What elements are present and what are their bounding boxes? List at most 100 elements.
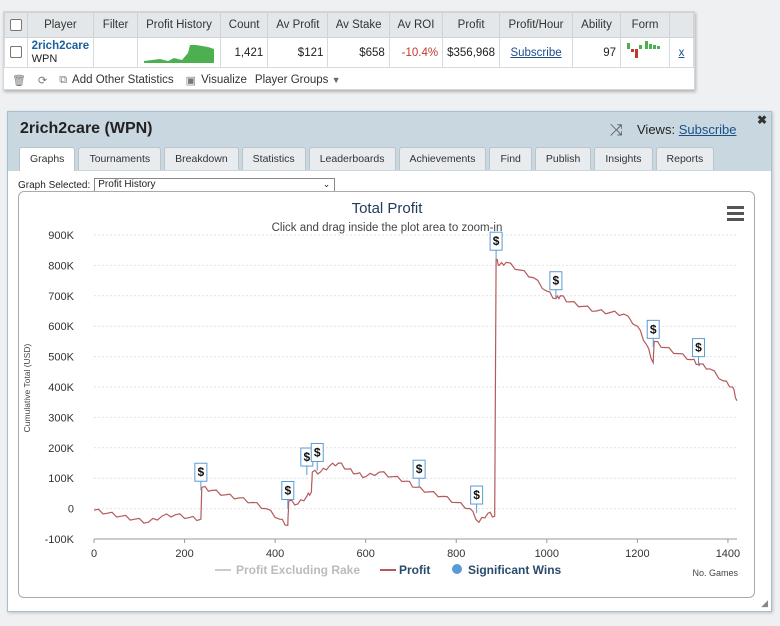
count-cell: 1,421 (219, 37, 269, 68)
x-tick-label: 1200 (625, 548, 649, 560)
row-checkbox[interactable] (9, 46, 22, 59)
col-header-form[interactable]: Form (620, 12, 671, 38)
col-header-profit-hour[interactable]: Profit/Hour (499, 12, 573, 38)
trash-icon[interactable]: 🗑 (12, 74, 26, 87)
significant-win-marker[interactable]: $ (194, 462, 208, 491)
tab-achievements[interactable]: Achievements (398, 147, 487, 170)
add-stats-icon[interactable]: ⧉ (59, 73, 68, 86)
profit-hour-subscribe-link[interactable]: Subscribe (510, 46, 562, 59)
visualize-button[interactable]: Visualize (201, 74, 247, 86)
ability-cell: 97 (571, 37, 622, 68)
share-icon[interactable]: ⤨ (610, 122, 623, 139)
marker-label: $ (284, 483, 291, 497)
form-bar (649, 44, 653, 49)
col-header-av-stake[interactable]: Av Stake (327, 12, 390, 38)
significant-win-marker[interactable]: $ (489, 231, 503, 260)
marker-flag (281, 480, 295, 500)
form-bar (631, 49, 635, 52)
legend-swatch-wins (452, 564, 462, 574)
stats-header-row: Player Filter Profit History Count Av Pr… (4, 12, 694, 38)
form-bar (635, 49, 639, 58)
form-bar (627, 43, 631, 49)
legend-item-profit[interactable]: Profit (399, 563, 430, 577)
chart-title: Total Profit (352, 200, 424, 217)
marker-label: $ (553, 274, 560, 288)
col-header-profit-history[interactable]: Profit History (137, 12, 221, 38)
stats-toolbar: 🗑 ⟳ ⧉ Add Other Statistics ▣ Visualize P… (4, 69, 694, 91)
views-label: Views: (637, 122, 676, 137)
significant-win-marker[interactable]: $ (310, 442, 324, 471)
significant-win-marker[interactable]: $ (281, 480, 295, 509)
player-window-title: 2rich2care (WPN) (20, 120, 153, 137)
marker-flag (470, 485, 484, 505)
tab-breakdown[interactable]: Breakdown (164, 147, 239, 170)
y-axis-label: Cumulative Total (USD) (22, 344, 32, 433)
x-tick-label: 600 (357, 548, 375, 560)
col-header-count[interactable]: Count (219, 12, 269, 38)
marker-flag (412, 459, 426, 479)
remove-row-link[interactable]: x (678, 46, 685, 59)
tab-statistics[interactable]: Statistics (241, 147, 306, 170)
marker-label: $ (416, 462, 423, 476)
y-tick-label: 200K (48, 443, 74, 455)
add-other-statistics-button[interactable]: Add Other Statistics (72, 74, 174, 86)
significant-win-marker[interactable]: $ (412, 459, 426, 488)
filter-cell[interactable] (93, 37, 138, 68)
y-tick-label: 100K (48, 473, 74, 485)
col-header-av-profit[interactable]: Av Profit (267, 12, 329, 38)
form-cell (620, 37, 671, 68)
x-tick-label: 1400 (716, 548, 740, 560)
y-tick-label: 400K (48, 382, 74, 394)
marker-flag (310, 442, 324, 462)
chart-subtitle: Click and drag inside the plot area to z… (272, 222, 503, 234)
y-tick-label: 800K (48, 260, 74, 272)
close-icon[interactable]: ✖ (756, 113, 767, 127)
marker-label: $ (198, 465, 205, 479)
y-tick-label: 700K (48, 291, 74, 303)
player-groups-dropdown[interactable]: Player Groups ▼ (255, 74, 341, 86)
player-name-link[interactable]: 2rich2care (31, 39, 90, 52)
tab-tournaments[interactable]: Tournaments (78, 147, 162, 170)
col-header-filter[interactable]: Filter (93, 12, 138, 38)
resize-handle-icon[interactable]: ◢ (761, 598, 768, 608)
chart-container[interactable]: Total Profit Click and drag inside the p… (18, 191, 755, 598)
row-select-cell[interactable] (4, 37, 28, 68)
player-groups-label: Player Groups (254, 74, 329, 86)
significant-win-marker[interactable]: $ (470, 485, 484, 514)
tab-leaderboards[interactable]: Leaderboards (308, 147, 396, 170)
tab-find[interactable]: Find (489, 147, 532, 170)
col-header-profit[interactable]: Profit (442, 12, 501, 38)
tab-insights[interactable]: Insights (594, 147, 653, 170)
refresh-icon[interactable]: ⟳ (37, 74, 48, 87)
graph-select[interactable]: Profit History ⌄ (94, 178, 336, 192)
form-chart (627, 41, 661, 58)
form-bar (639, 45, 643, 49)
x-axis-label: No. Games (692, 568, 738, 578)
col-header-ability[interactable]: Ability (571, 12, 622, 38)
significant-win-marker[interactable]: $ (646, 319, 660, 348)
select-all-cell[interactable] (4, 12, 28, 38)
legend-item-significant-wins[interactable]: Significant Wins (468, 563, 562, 577)
select-all-checkbox[interactable] (9, 18, 22, 31)
legend-item-excl-rake[interactable]: Profit Excluding Rake (236, 563, 360, 577)
views-subscribe-link[interactable]: Subscribe (678, 122, 737, 137)
marker-flag (194, 462, 208, 482)
profit-hour-cell: Subscribe (499, 37, 573, 68)
tab-graphs[interactable]: Graphs (19, 147, 76, 171)
tab-publish[interactable]: Publish (534, 147, 592, 170)
significant-win-marker[interactable]: $ (549, 271, 563, 299)
tab-reports[interactable]: Reports (655, 147, 715, 170)
image-icon[interactable]: ▣ (185, 74, 197, 87)
marker-flag (489, 231, 503, 251)
y-tick-label: 0 (68, 504, 74, 516)
col-header-player[interactable]: Player (26, 12, 95, 38)
chevron-down-icon: ⌄ (322, 179, 331, 189)
marker-label: $ (473, 488, 480, 502)
significant-win-marker[interactable]: $ (692, 338, 706, 366)
col-header-remove (669, 12, 694, 38)
marker-label: $ (695, 341, 702, 355)
hamburger-menu-icon[interactable] (727, 206, 744, 224)
player-cell[interactable]: 2rich2care WPN (26, 37, 95, 68)
profit-chart[interactable]: Total Profit Click and drag inside the p… (19, 192, 755, 598)
col-header-av-roi[interactable]: Av ROI (388, 12, 444, 38)
